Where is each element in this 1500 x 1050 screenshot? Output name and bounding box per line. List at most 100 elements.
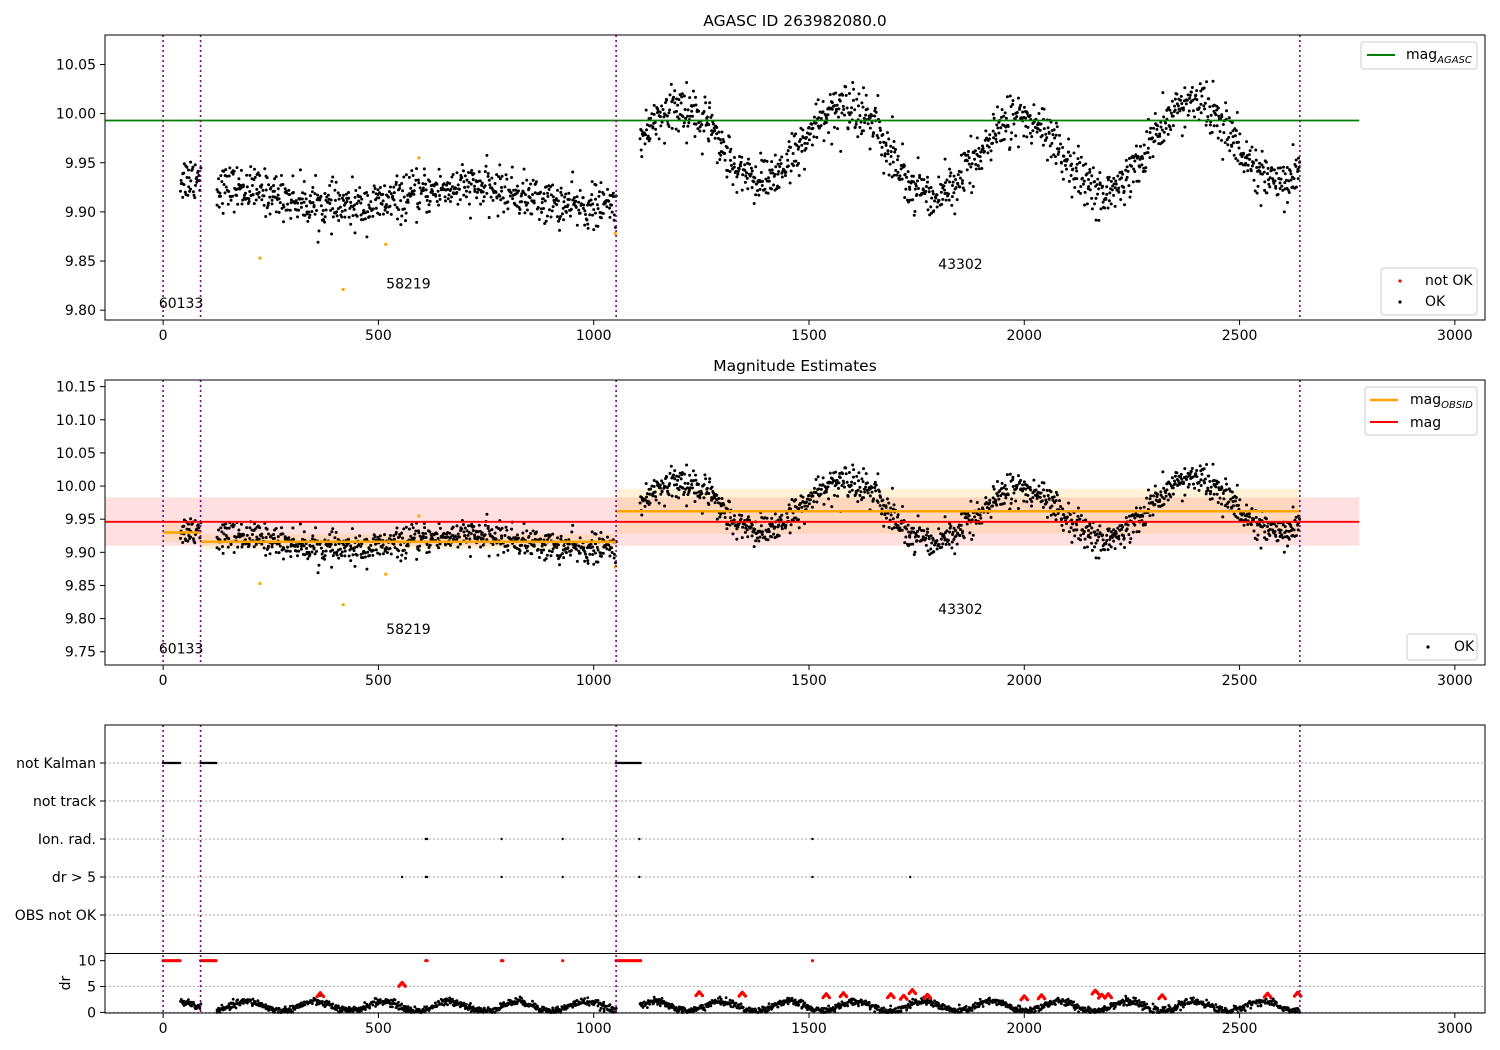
estimate-point (455, 524, 459, 528)
estimate-point (1220, 486, 1224, 490)
estimate-point (849, 483, 853, 487)
estimate-point (227, 537, 231, 541)
mag-point (662, 115, 666, 119)
mag-point (478, 179, 482, 183)
mag-point (841, 93, 845, 97)
mag-point (790, 132, 794, 136)
estimate-point (357, 543, 361, 547)
mag-point (612, 218, 616, 222)
mag-point (958, 185, 962, 189)
estimate-point (423, 526, 427, 530)
estimate-point (1122, 536, 1126, 540)
mag-point (253, 175, 257, 179)
mag-point (291, 190, 295, 194)
estimate-point (1090, 548, 1094, 552)
estimate-point (1166, 498, 1170, 502)
mag-point (450, 195, 454, 199)
mag-point (760, 183, 764, 187)
estimate-point (1224, 488, 1228, 492)
mag-point (1288, 169, 1292, 173)
estimate-point (551, 547, 555, 551)
estimate-point (198, 536, 202, 540)
estimate-point (560, 552, 564, 556)
mag-point (1215, 108, 1219, 112)
mag-point (285, 191, 289, 195)
estimate-point (648, 501, 652, 505)
estimate-point (719, 504, 723, 508)
mag-point (1004, 129, 1008, 133)
estimate-point (247, 543, 251, 547)
estimate-point (924, 537, 928, 541)
mag-point (495, 196, 499, 200)
mag-point (825, 117, 829, 121)
estimate-point (896, 513, 900, 517)
mag-point (803, 141, 807, 145)
mag-point (1067, 137, 1071, 141)
estimate-point (189, 535, 193, 539)
mag-point (795, 143, 799, 147)
mag-point (357, 199, 361, 203)
mag-point (654, 127, 658, 131)
mag-point (884, 159, 888, 163)
estimate-point (245, 526, 249, 530)
mag-point (1090, 174, 1094, 178)
mag-point (951, 183, 955, 187)
mag-point (732, 165, 736, 169)
estimate-point (723, 515, 727, 519)
mag-point (833, 104, 837, 108)
estimate-point (885, 497, 889, 501)
estimate-point (745, 524, 749, 528)
mag-point (815, 135, 819, 139)
mag-point (354, 188, 358, 192)
estimate-point (763, 535, 767, 539)
dr-point (363, 1008, 367, 1012)
estimate-point (1108, 538, 1112, 542)
estimate-point (838, 476, 842, 480)
estimate-point (672, 473, 676, 477)
y-tick-label: 9.85 (65, 578, 96, 594)
estimate-point (819, 492, 823, 496)
mag-point (608, 215, 612, 219)
mag-point (510, 175, 514, 179)
mag-point (602, 192, 606, 196)
mag-point (943, 181, 947, 185)
estimate-point (455, 537, 459, 541)
mag-point (991, 112, 995, 116)
mag-point (508, 188, 512, 192)
mag-point (345, 200, 349, 204)
estimate-point (310, 550, 314, 554)
mag-point (688, 96, 692, 100)
estimate-point (191, 537, 195, 541)
obsid-annotation: 58219 (386, 622, 431, 638)
mag-point (273, 177, 277, 181)
estimate-point (640, 513, 644, 517)
mag-point (1088, 188, 1092, 192)
mag-point (401, 189, 405, 193)
estimate-point (248, 526, 252, 530)
estimate-point (1203, 481, 1207, 485)
mag-point (1260, 172, 1264, 176)
estimate-point (1162, 502, 1166, 506)
estimate-point (675, 483, 679, 487)
dr-point (444, 1000, 448, 1003)
mag-point (664, 97, 668, 101)
mag-point (425, 198, 429, 202)
mag-point (941, 197, 945, 201)
mag-point (544, 185, 548, 189)
mag-point (411, 173, 415, 177)
estimate-point (865, 481, 869, 485)
mag-point (1132, 167, 1136, 171)
estimate-point (1025, 500, 1029, 504)
mag-point (904, 187, 908, 191)
mag-point (278, 201, 282, 205)
estimate-point (1068, 512, 1072, 516)
estimate-point (400, 531, 404, 535)
mag-point (1268, 185, 1272, 189)
estimate-point (543, 543, 547, 547)
mag-point (400, 214, 404, 218)
mag-point (889, 155, 893, 159)
estimate-point (896, 515, 900, 519)
mag-point (1097, 218, 1101, 222)
estimate-point (258, 526, 262, 530)
estimate-point (402, 527, 406, 531)
